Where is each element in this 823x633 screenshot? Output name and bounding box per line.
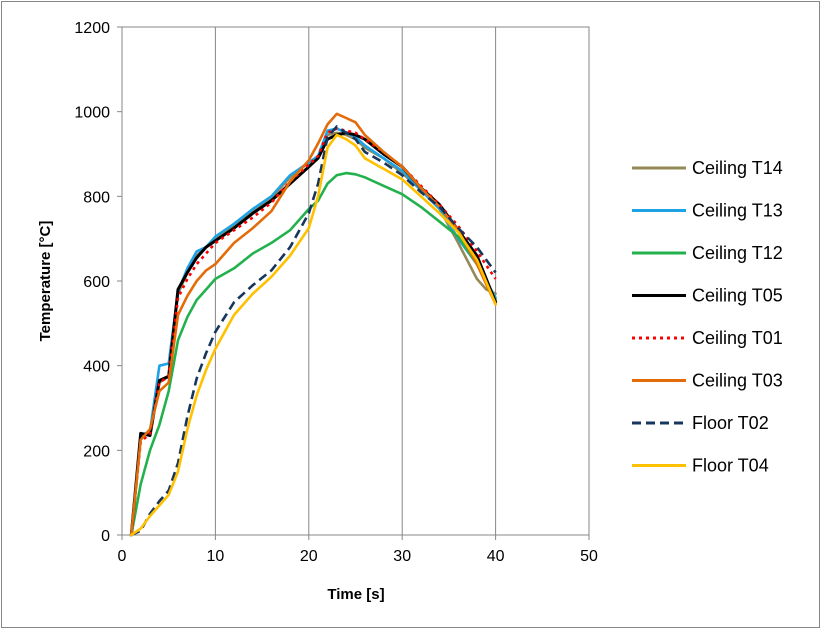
y-tick-label: 800 — [83, 189, 110, 206]
series-line-ceiling-t12 — [130, 171, 497, 537]
legend-item: Ceiling T03 — [632, 371, 783, 391]
y-tick-label: 200 — [83, 443, 110, 460]
y-tick-label: 1000 — [74, 105, 110, 122]
legend: Ceiling T14 Ceiling T13 Ceiling T12 Ceiling… — [632, 158, 783, 476]
x-tick-label: 10 — [207, 548, 225, 565]
x-tick-label: 20 — [300, 548, 318, 565]
legend-item: Floor T04 — [632, 456, 769, 476]
legend-label: Ceiling T05 — [692, 286, 783, 306]
legend-label: Ceiling T14 — [692, 158, 783, 178]
x-tick-label: 50 — [580, 548, 598, 565]
legend-label: Floor T02 — [692, 413, 769, 433]
y-tick-label: 600 — [83, 274, 110, 291]
plot-area — [121, 26, 590, 536]
legend-item: Ceiling T14 — [632, 158, 783, 178]
legend-label: Ceiling T12 — [692, 243, 783, 263]
series-line-ceiling-t03 — [130, 112, 497, 537]
series-line-floor-t04 — [130, 133, 497, 537]
y-tick-label: 400 — [83, 359, 110, 376]
legend-item: Floor T02 — [632, 413, 769, 433]
x-tick-label: 40 — [487, 548, 505, 565]
series-lines — [129, 112, 498, 537]
series-line-floor-t02 — [130, 125, 497, 537]
legend-item: Ceiling T01 — [632, 328, 783, 348]
legend-item: Ceiling T12 — [632, 243, 783, 263]
legend-item: Ceiling T05 — [632, 286, 783, 306]
x-tick-label: 0 — [118, 548, 127, 565]
legend-label: Floor T04 — [692, 456, 769, 476]
legend-label: Ceiling T01 — [692, 328, 783, 348]
legend-label: Ceiling T13 — [692, 201, 783, 221]
grid-lines — [214, 27, 497, 535]
y-axis-title: Temperature [°C] — [37, 221, 54, 342]
y-tick-label: 1200 — [74, 20, 110, 37]
legend-item: Ceiling T13 — [632, 201, 783, 221]
axes: 0 10 20 30 40 50 0 200 400 600 800 1000 1200 — [74, 20, 598, 565]
y-tick-label: 0 — [101, 528, 110, 545]
x-tick-label: 30 — [393, 548, 411, 565]
legend-label: Ceiling T03 — [692, 371, 783, 391]
x-axis-title: Time [s] — [327, 586, 384, 603]
